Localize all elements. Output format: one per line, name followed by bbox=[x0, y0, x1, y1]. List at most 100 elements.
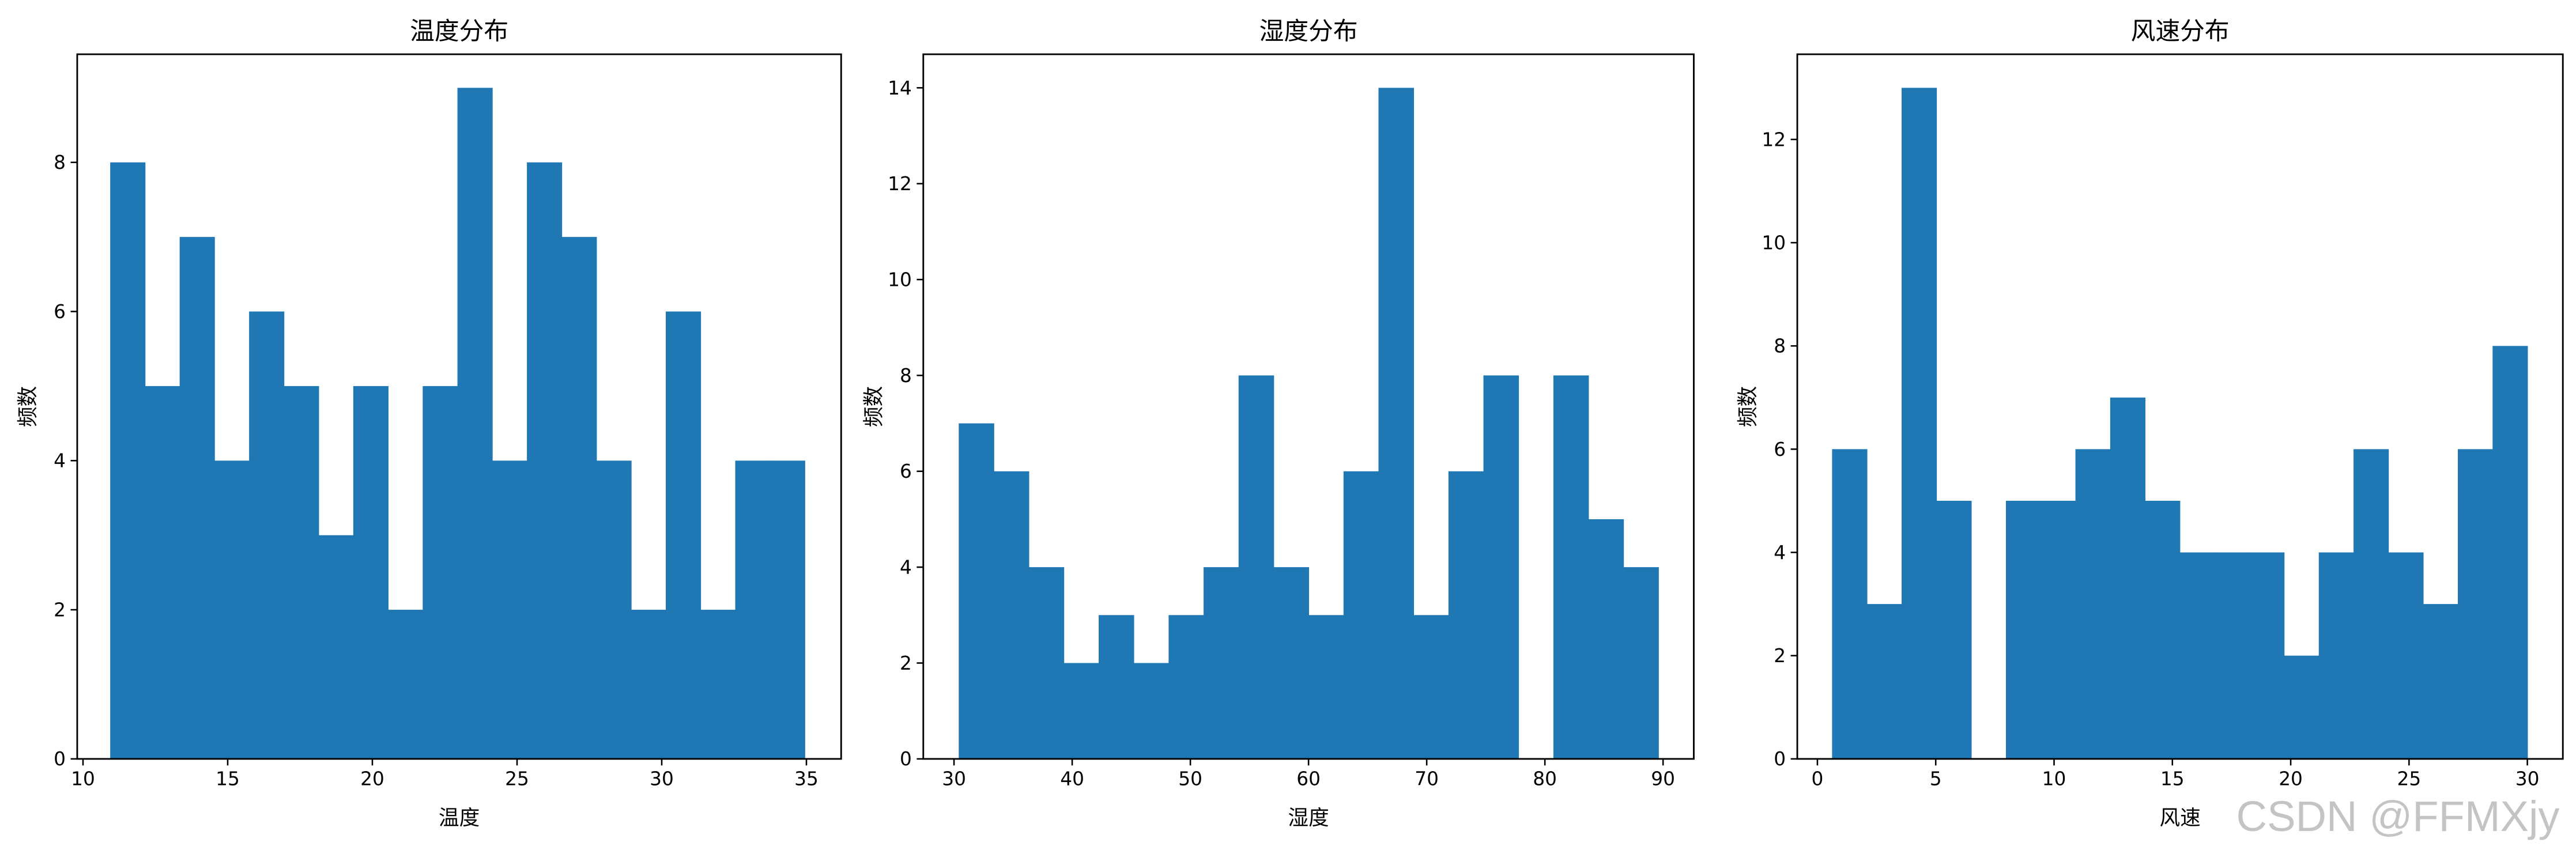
y-tick-label: 0 bbox=[54, 748, 66, 770]
histogram-bar bbox=[145, 386, 180, 759]
x-tick-label: 80 bbox=[1533, 768, 1557, 790]
chart-title: 温度分布 bbox=[410, 17, 508, 46]
histogram-bar bbox=[1902, 88, 1937, 759]
x-tick-label: 15 bbox=[216, 768, 240, 790]
x-axis-label: 风速 bbox=[2160, 806, 2201, 830]
y-tick-label: 4 bbox=[54, 450, 66, 472]
histogram-bar bbox=[2145, 500, 2181, 759]
histogram-bar bbox=[214, 460, 250, 759]
histogram-bar bbox=[1483, 375, 1519, 759]
histogram-bar bbox=[1028, 567, 1065, 759]
histogram-bar bbox=[1133, 663, 1170, 759]
histogram-bar bbox=[110, 162, 146, 759]
histogram-bar bbox=[561, 237, 597, 759]
histogram-bar bbox=[631, 610, 666, 759]
histogram-bar bbox=[1553, 375, 1589, 759]
histogram-bar bbox=[2457, 449, 2494, 759]
histogram-bar bbox=[1588, 519, 1624, 759]
y-axis-label: 频数 bbox=[862, 386, 886, 427]
x-tick-label: 50 bbox=[1178, 768, 1202, 790]
histogram-bar bbox=[353, 386, 389, 759]
x-tick-label: 40 bbox=[1060, 768, 1084, 790]
histogram-bar bbox=[993, 471, 1029, 759]
histogram-bar bbox=[959, 423, 994, 759]
histogram-bar bbox=[2423, 604, 2458, 759]
histogram-bar bbox=[1273, 567, 1309, 759]
y-tick-label: 12 bbox=[1762, 129, 1786, 150]
histogram-bar bbox=[249, 311, 285, 759]
y-tick-label: 8 bbox=[900, 365, 912, 387]
y-tick-label: 10 bbox=[888, 269, 912, 290]
histogram-bar bbox=[2492, 346, 2528, 759]
histogram-bar bbox=[318, 535, 354, 759]
x-tick-label: 90 bbox=[1651, 768, 1675, 790]
y-tick-label: 14 bbox=[888, 77, 912, 99]
histogram-bar bbox=[1866, 604, 1902, 759]
chart-title: 风速分布 bbox=[2131, 17, 2230, 46]
x-tick-label: 30 bbox=[942, 768, 966, 790]
axes-frame bbox=[76, 53, 842, 760]
histogram-bar bbox=[1168, 615, 1204, 759]
y-tick-label: 0 bbox=[900, 748, 912, 770]
histogram-bar bbox=[1448, 471, 1484, 759]
histogram-bar bbox=[1343, 471, 1379, 759]
x-tick-label: 60 bbox=[1296, 768, 1321, 790]
x-tick-label: 35 bbox=[794, 768, 819, 790]
histogram-bar bbox=[596, 460, 632, 759]
x-tick-label: 30 bbox=[2515, 768, 2540, 790]
histogram-bar bbox=[770, 460, 805, 759]
histogram-bar bbox=[1623, 567, 1659, 759]
y-tick-label: 10 bbox=[1762, 232, 1786, 254]
x-tick-label: 70 bbox=[1415, 768, 1439, 790]
y-axis-label: 频数 bbox=[1736, 386, 1760, 427]
axes-frame bbox=[1796, 53, 2564, 760]
histogram-bar bbox=[2179, 552, 2215, 759]
x-tick-label: 20 bbox=[2279, 768, 2303, 790]
histogram-bar bbox=[2214, 552, 2250, 759]
y-tick-label: 6 bbox=[1774, 439, 1786, 460]
histogram-bar bbox=[1832, 449, 1868, 759]
y-tick-label: 6 bbox=[54, 301, 66, 323]
histogram-bar bbox=[388, 610, 424, 759]
x-tick-label: 10 bbox=[2042, 768, 2066, 790]
y-tick-label: 12 bbox=[888, 173, 912, 195]
histogram-bar bbox=[666, 311, 701, 759]
chart-title: 湿度分布 bbox=[1259, 17, 1358, 46]
x-tick-label: 0 bbox=[1812, 768, 1824, 790]
y-tick-label: 8 bbox=[1774, 335, 1786, 357]
x-tick-label: 25 bbox=[2397, 768, 2421, 790]
histogram-bar bbox=[700, 610, 736, 759]
histogram-bar bbox=[2041, 500, 2076, 759]
y-tick-label: 6 bbox=[900, 460, 912, 482]
histogram-bar bbox=[735, 460, 771, 759]
y-tick-label: 4 bbox=[1774, 542, 1786, 564]
y-tick-label: 2 bbox=[54, 599, 66, 621]
histogram-bar bbox=[527, 162, 563, 759]
histogram-bar bbox=[179, 237, 215, 759]
histogram-bar bbox=[423, 386, 458, 759]
y-tick-label: 2 bbox=[900, 652, 912, 674]
y-tick-label: 8 bbox=[54, 152, 66, 173]
y-axis-label: 频数 bbox=[16, 386, 40, 427]
histogram-bar bbox=[1204, 567, 1239, 759]
x-tick-label: 15 bbox=[2160, 768, 2185, 790]
x-axis-label: 温度 bbox=[439, 806, 480, 830]
histogram-bar bbox=[1936, 500, 1972, 759]
y-tick-label: 4 bbox=[900, 557, 912, 579]
x-tick-label: 5 bbox=[1930, 768, 1942, 790]
histogram-bar bbox=[1413, 615, 1449, 759]
histogram-bar bbox=[284, 386, 319, 759]
histogram-bar bbox=[1063, 663, 1099, 759]
y-tick-label: 0 bbox=[1774, 748, 1786, 770]
watermark: CSDN @FFMXjy bbox=[2236, 792, 2560, 840]
x-tick-label: 30 bbox=[650, 768, 674, 790]
x-tick-label: 25 bbox=[505, 768, 529, 790]
histogram-bar bbox=[2318, 552, 2354, 759]
x-tick-label: 10 bbox=[71, 768, 95, 790]
histogram-bar bbox=[1308, 615, 1344, 759]
histogram-bar bbox=[1099, 615, 1134, 759]
